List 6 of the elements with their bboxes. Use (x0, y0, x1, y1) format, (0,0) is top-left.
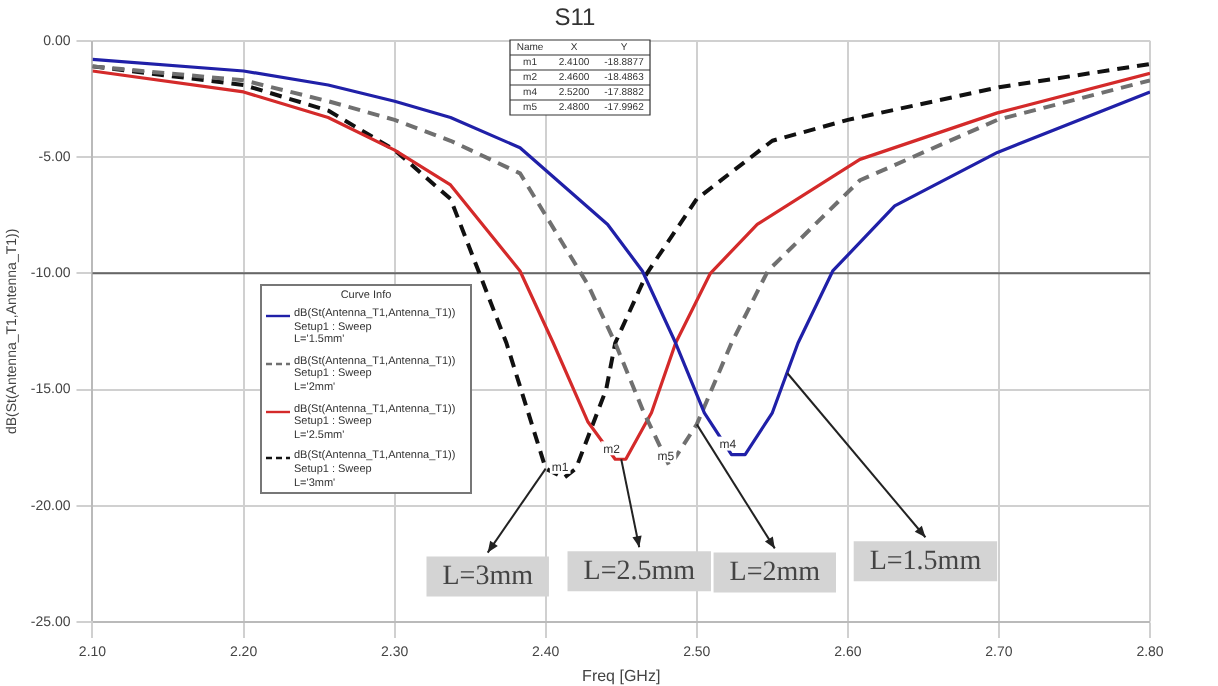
chart-title: S11 (554, 3, 597, 32)
annotation: L=2mm (729, 557, 821, 588)
x-axis-title: Freq [GHz] (582, 666, 661, 685)
annotation: L=1.5mm (869, 546, 982, 577)
annotation: L=2.5mm (583, 556, 696, 587)
annotation: L=3mm (442, 561, 534, 592)
